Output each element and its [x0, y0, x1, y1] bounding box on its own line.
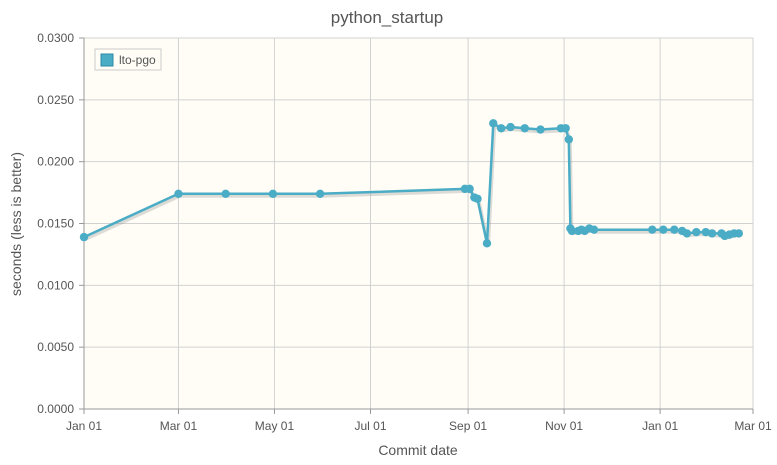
- y-tick-label: 0.0200: [37, 155, 74, 169]
- x-tick-label: Mar 01: [160, 419, 198, 433]
- y-tick-label: 0.0300: [37, 31, 74, 45]
- data-point[interactable]: [692, 227, 701, 237]
- x-tick-label: Jan 01: [66, 419, 102, 433]
- data-point[interactable]: [520, 124, 529, 133]
- y-tick-label: 0.0150: [37, 217, 74, 231]
- data-point[interactable]: [489, 119, 498, 128]
- data-point[interactable]: [589, 225, 599, 234]
- x-tick-label: Jan 01: [642, 419, 678, 433]
- x-tick-label: Jul 01: [354, 419, 386, 433]
- x-axis-label: Commit date: [378, 442, 458, 458]
- data-point[interactable]: [707, 229, 717, 238]
- data-point[interactable]: [567, 226, 577, 236]
- data-point[interactable]: [536, 125, 545, 134]
- data-point[interactable]: [734, 229, 744, 238]
- data-point[interactable]: [473, 194, 482, 203]
- legend[interactable]: lto-pgo: [94, 48, 162, 71]
- data-point[interactable]: [564, 135, 574, 144]
- data-point[interactable]: [496, 124, 506, 133]
- data-point[interactable]: [221, 189, 230, 199]
- data-point[interactable]: [659, 225, 668, 234]
- chart-title: python_startup: [331, 8, 443, 27]
- y-tick-label: 0.0050: [37, 340, 74, 354]
- data-point[interactable]: [670, 225, 679, 234]
- axes: Jan 01 Mar 01 May 01 Jul 01 Sep 01 Nov 01 Jan …: [37, 31, 772, 433]
- data-point[interactable]: [561, 124, 570, 133]
- data-point[interactable]: [648, 225, 657, 234]
- data-point[interactable]: [465, 184, 474, 194]
- y-tick-label: 0.0250: [37, 93, 74, 107]
- data-point[interactable]: [174, 189, 183, 199]
- x-tick-label: Nov 01: [545, 419, 583, 433]
- data-point[interactable]: [268, 189, 278, 199]
- legend-entry-label: lto-pgo: [119, 53, 156, 67]
- data-point[interactable]: [482, 239, 492, 248]
- y-axis-label: seconds (less is better): [8, 152, 24, 296]
- x-tick-label: May 01: [255, 419, 295, 433]
- data-point[interactable]: [701, 227, 710, 237]
- x-tick-label: Sep 01: [449, 419, 487, 433]
- legend-swatch: [100, 53, 114, 67]
- series-layer: [79, 119, 744, 248]
- data-point[interactable]: [315, 189, 325, 199]
- data-point[interactable]: [506, 122, 515, 132]
- data-point[interactable]: [79, 232, 89, 242]
- x-tick-label: Mar 01: [734, 419, 772, 433]
- y-tick-label: 0.0100: [37, 278, 74, 292]
- data-point[interactable]: [682, 229, 692, 238]
- y-tick-label: 0.0000: [37, 402, 74, 416]
